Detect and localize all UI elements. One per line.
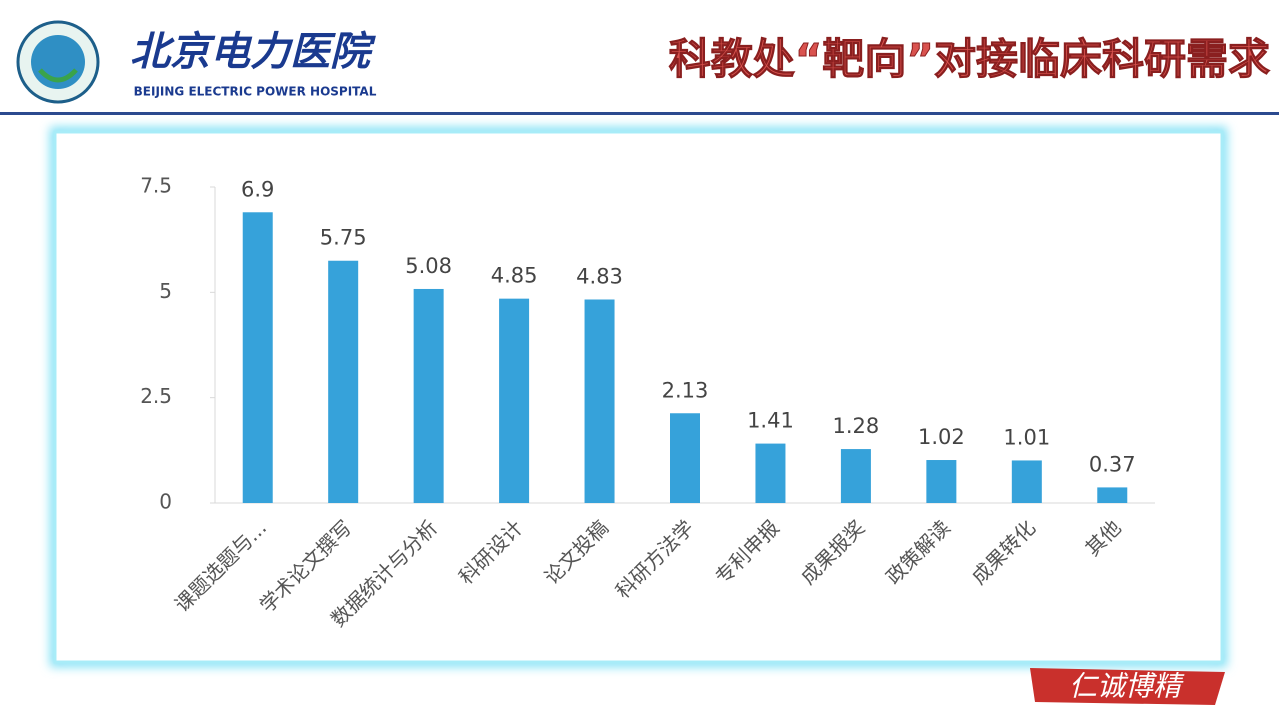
- hospital-name: 北京电力医院: [130, 28, 376, 75]
- data-label: 0.37: [1089, 452, 1136, 476]
- bar: [1011, 460, 1042, 503]
- logo-leaves: [38, 68, 78, 83]
- bar: [584, 299, 615, 503]
- bar: [328, 260, 359, 503]
- data-label: 1.02: [918, 425, 965, 449]
- bar: [670, 413, 700, 503]
- data-label: 2.13: [662, 378, 709, 402]
- bar: [413, 288, 444, 503]
- y-tick-label: 7.5: [140, 174, 172, 198]
- motto: 仁诚博精: [1069, 670, 1185, 703]
- slide-title: 科教处“靶向”对接临床科研需求: [669, 35, 1270, 84]
- y-tick-label: 2.5: [140, 384, 172, 408]
- data-label: 4.83: [576, 264, 623, 288]
- data-label: 1.28: [833, 414, 880, 438]
- data-label: 5.08: [405, 254, 452, 278]
- data-label: 1.01: [1003, 425, 1050, 449]
- bar: [242, 212, 273, 503]
- data-label: 5.75: [320, 226, 367, 250]
- bar: [926, 460, 957, 503]
- header-rule: [0, 112, 1279, 115]
- data-label: 6.9: [241, 177, 274, 201]
- data-label: 4.85: [491, 264, 538, 288]
- motto-brush: [1030, 668, 1225, 705]
- bar: [840, 449, 871, 503]
- bar: [499, 298, 530, 503]
- hospital-name-en: BEIJING ELECTRIC POWER HOSPITAL: [134, 85, 377, 99]
- bar: [755, 443, 786, 503]
- bar: [1097, 487, 1128, 503]
- data-label: 1.41: [747, 409, 794, 433]
- y-tick-label: 0: [159, 490, 172, 514]
- y-tick-label: 5: [159, 279, 172, 303]
